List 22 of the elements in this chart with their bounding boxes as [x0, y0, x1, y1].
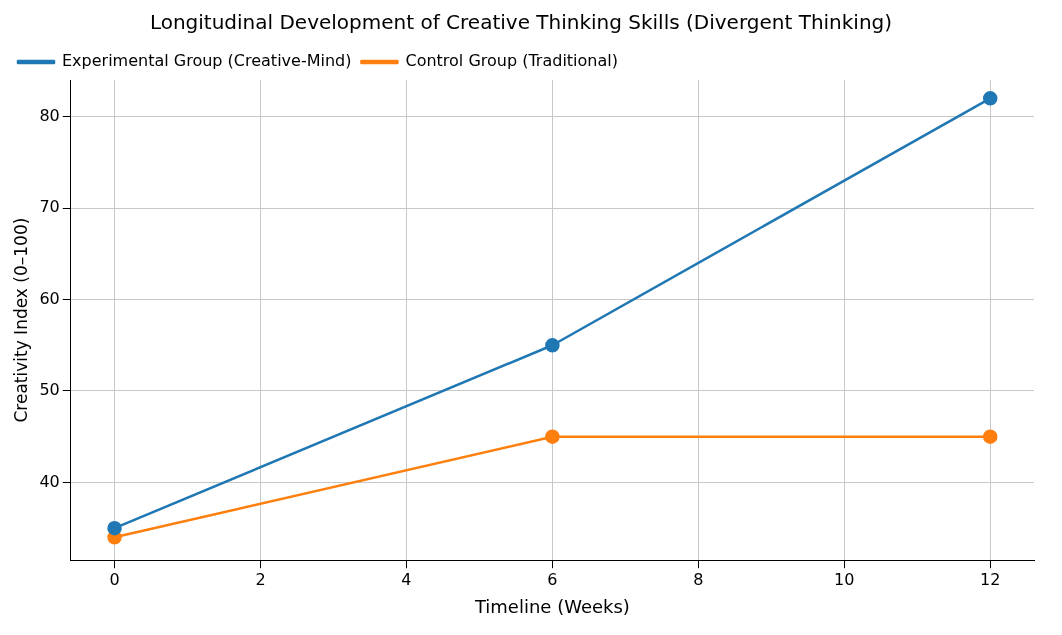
y-tick-label: 60 — [39, 288, 60, 308]
x-tick-label: 10 — [834, 569, 855, 589]
legend-label: Experimental Group (Creative-Mind) — [62, 51, 352, 71]
point — [545, 338, 560, 353]
y-tick-label: 80 — [39, 105, 60, 125]
y-tick-label: 40 — [39, 471, 60, 491]
x-axis-title: Timeline (Weeks) — [473, 595, 630, 617]
x-tick-label: 8 — [693, 569, 704, 589]
y-tick-label: 70 — [39, 197, 60, 217]
x-tick-label: 6 — [547, 569, 558, 589]
y-axis-title: Creativity Index (0–100) — [10, 217, 31, 423]
point — [545, 429, 560, 444]
x-tick-label: 12 — [980, 569, 1001, 589]
point — [107, 520, 122, 536]
legend-label: Control Group (Traditional) — [405, 51, 618, 71]
chart-title: Longitudinal Development of Creative Thinking Skills (Divergent Thinking) — [149, 10, 893, 35]
x-tick-label: 2 — [255, 569, 266, 589]
x-tick-label: 0 — [109, 569, 120, 589]
point — [982, 91, 998, 106]
x-tick-label: 4 — [401, 569, 412, 589]
y-tick-label: 50 — [39, 380, 60, 400]
point — [982, 429, 998, 444]
